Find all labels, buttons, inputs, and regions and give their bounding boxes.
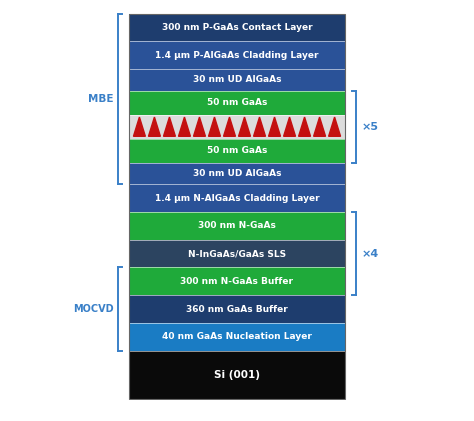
Polygon shape [134,117,146,136]
Text: N-InGaAs/GaAs SLS: N-InGaAs/GaAs SLS [188,249,286,258]
Bar [128,14,346,42]
Polygon shape [254,117,265,136]
Polygon shape [209,117,220,136]
Bar [128,163,346,184]
Text: 50 nm GaAs: 50 nm GaAs [207,98,267,107]
Text: 1.4 μm N-AlGaAs Cladding Layer: 1.4 μm N-AlGaAs Cladding Layer [155,194,319,203]
Bar [128,91,346,115]
Bar [128,295,346,323]
Text: ×4: ×4 [362,248,379,258]
Bar [128,240,346,267]
Polygon shape [193,117,205,136]
Polygon shape [164,117,175,136]
Polygon shape [238,117,250,136]
Polygon shape [328,117,340,136]
Text: ×5: ×5 [362,122,379,132]
Text: 30 nm UD AlGaAs: 30 nm UD AlGaAs [193,169,281,178]
Text: 30 nm UD AlGaAs: 30 nm UD AlGaAs [193,75,281,85]
Bar [128,115,346,139]
Text: Si (001): Si (001) [214,370,260,380]
Polygon shape [299,117,310,136]
Text: MBE: MBE [88,94,113,104]
Text: 40 nm GaAs Nucleation Layer: 40 nm GaAs Nucleation Layer [162,333,312,341]
Polygon shape [314,117,326,136]
Bar [128,212,346,240]
Bar [128,139,346,163]
Bar [128,69,346,91]
Bar [128,323,346,351]
Polygon shape [148,117,160,136]
Polygon shape [179,117,191,136]
Polygon shape [269,117,281,136]
Text: 50 nm GaAs: 50 nm GaAs [207,146,267,155]
Text: 300 nm N-GaAs Buffer: 300 nm N-GaAs Buffer [181,277,293,286]
Text: 300 nm N-GaAs: 300 nm N-GaAs [198,221,276,230]
Text: 360 nm GaAs Buffer: 360 nm GaAs Buffer [186,305,288,314]
Bar [128,351,346,399]
Polygon shape [283,117,295,136]
Text: 1.4 μm P-AlGaAs Cladding Layer: 1.4 μm P-AlGaAs Cladding Layer [155,51,319,60]
Text: MOCVD: MOCVD [73,304,113,314]
Bar [128,184,346,212]
Bar [128,14,346,399]
Bar [128,42,346,69]
Text: 300 nm P-GaAs Contact Layer: 300 nm P-GaAs Contact Layer [162,23,312,32]
Bar [128,267,346,295]
Polygon shape [224,117,236,136]
